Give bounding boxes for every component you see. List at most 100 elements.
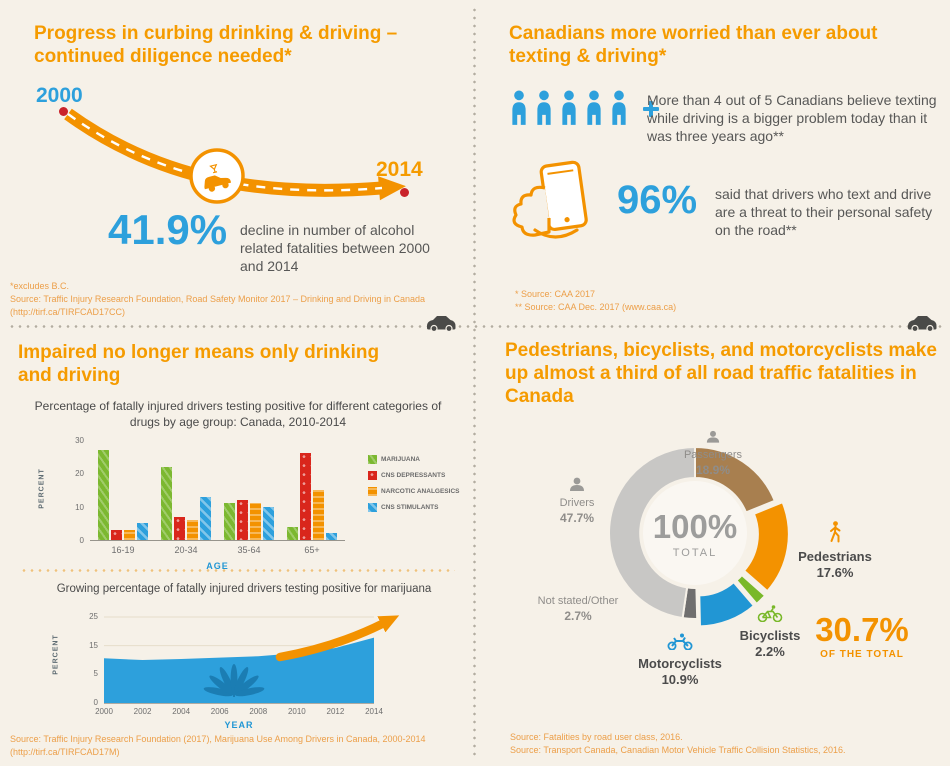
- footnotes-bottom-right: Source: Fatalities by road user class, 2…: [510, 731, 940, 757]
- x-axis-categories: 16-19 20-34 35-64 65+: [90, 545, 345, 555]
- area-plot: [104, 615, 400, 704]
- section-title: Pedestrians, bicyclists, and motorcyclis…: [505, 340, 937, 408]
- pedestrian-icon: [830, 521, 841, 543]
- martini-glass-icon: [209, 163, 218, 174]
- donut-segment-bicyclists: [735, 573, 767, 606]
- y-tick-label: 30: [75, 436, 84, 445]
- x-category-label: 16-19: [111, 545, 135, 555]
- y-tick-label: 0: [79, 536, 84, 545]
- texting-fact: More than 4 out of 5 Canadians believe t…: [647, 92, 937, 144]
- donut-segment-drivers: [608, 445, 696, 620]
- section-title: Impaired no longer means only drinking a…: [18, 342, 380, 387]
- x-axis-label: YEAR: [224, 720, 254, 730]
- label-drivers: Drivers 47.7%: [517, 477, 637, 526]
- marijuana-trend-chart: PERCENT 0 5 15 25 2000 2002 2004 2006 2008 2010 2…: [52, 607, 472, 737]
- bar-cns-depressants: [300, 453, 311, 540]
- bar-cns-depressants: [111, 530, 122, 540]
- leaf-petal: [234, 687, 265, 697]
- bar-marijuana: [287, 526, 298, 540]
- source-url: (http://tirf.ca/TIRFCAD17CC): [10, 307, 126, 318]
- y-axis-ticks: 0 5 15 25: [80, 607, 100, 707]
- bar-group: [161, 441, 211, 540]
- source-url: (http://tirf.ca/TIRFCAD17M): [10, 747, 120, 758]
- x-category-label: 65+: [304, 545, 320, 555]
- bar-narcotic-analgesics: [187, 520, 198, 540]
- vulnerable-total-value: 30.7%: [815, 611, 909, 648]
- start-dot: [59, 107, 68, 116]
- leaf-petal: [209, 675, 234, 695]
- legend-swatch: [368, 487, 377, 496]
- y-axis-label: PERCENT: [38, 468, 46, 509]
- source-line: Source: Traffic Injury Research Foundati…: [10, 734, 426, 744]
- section-texting-driving: Canadians more worried than ever about t…: [475, 0, 950, 325]
- chart-legend: MARIJUANA CNS DEPRESSANTS NARCOTIC ANALGES…: [368, 455, 459, 512]
- drug-bar-chart: PERCENT 0 10 20 30 16-19 20-34 35-64 65+ AGE M…: [38, 435, 468, 585]
- legend-swatch: [368, 471, 377, 480]
- legend-swatch: [368, 503, 377, 512]
- bar-plot-area: [90, 441, 345, 541]
- bar-marijuana: [161, 466, 172, 540]
- hand-phone-illustration: [495, 158, 607, 255]
- decline-stat: 41.9%: [108, 206, 228, 253]
- section-road-user-fatalities: Pedestrians, bicyclists, and motorcyclis…: [475, 325, 950, 766]
- legend-swatch: [368, 455, 377, 464]
- label-not-stated: Not stated/Other 2.7%: [537, 595, 619, 623]
- leaf-petal: [234, 675, 259, 695]
- person-icon: [512, 90, 526, 125]
- section-drinking-driving: Progress in curbing drinking & driving –…: [0, 0, 475, 325]
- bar-cns-depressants: [174, 516, 185, 540]
- area-chart-title: Growing percentage of fatally injured dr…: [56, 583, 432, 595]
- source-line: Source: Traffic Injury Research Foundati…: [10, 294, 426, 305]
- bar-narcotic-analgesics: [313, 490, 324, 540]
- legend-item: NARCOTIC ANALGESICS: [368, 487, 459, 496]
- bar-cns-depressants: [237, 500, 248, 540]
- bar-cns-stimulants: [137, 523, 148, 540]
- people-pictogram-row: [509, 90, 661, 126]
- label-motorcyclists: Motorcyclists 10.9%: [615, 633, 745, 689]
- label-pedestrians: Pedestrians 17.6%: [780, 521, 890, 582]
- thumb-icon: [533, 228, 579, 239]
- person-icon: [562, 90, 576, 125]
- legend-label: CNS STIMULANTS: [381, 504, 439, 511]
- leaf-petal: [219, 667, 235, 695]
- person-icon: [537, 90, 551, 125]
- passenger-icon: [706, 430, 720, 443]
- y-tick-label: 10: [75, 502, 84, 512]
- bar-cns-stimulants: [200, 496, 211, 540]
- source-line: Source: Fatalities by road user class, 2…: [510, 732, 683, 742]
- section-drug-impaired: Impaired no longer means only drinking a…: [0, 325, 475, 766]
- x-axis-label: AGE: [206, 561, 229, 571]
- x-category-label: 35-64: [237, 545, 261, 555]
- leaf-petal: [233, 667, 249, 695]
- donut-segment-motorcyclists: [698, 580, 756, 628]
- dotted-separator: [20, 569, 455, 572]
- donut-segment-passengers: [694, 445, 777, 514]
- x-category-label: 20-34: [174, 545, 198, 555]
- hand-icon: [512, 185, 551, 237]
- crash-emblem-circle: [189, 148, 245, 204]
- bar-group: [287, 441, 337, 540]
- y-tick-label: 20: [75, 469, 84, 479]
- bar-marijuana: [224, 503, 235, 540]
- bar-narcotic-analgesics: [250, 503, 261, 540]
- horizontal-divider: [8, 325, 942, 328]
- x-tick-label: 2012: [326, 707, 345, 716]
- threat-stat: 96%: [617, 178, 698, 222]
- x-tick-label: 2014: [365, 707, 383, 716]
- footnotes-bottom-left: Source: Traffic Injury Research Foundati…: [10, 733, 475, 759]
- donut-segment-pedestrians: [742, 500, 790, 593]
- bar-group: [98, 441, 148, 540]
- bar-chart-title: Percentage of fatally injured drivers te…: [34, 399, 442, 429]
- year-end-label: 2014: [376, 158, 423, 181]
- plus-icon: [643, 101, 659, 117]
- legend-item: MARIJUANA: [368, 455, 459, 464]
- legend-label: CNS DEPRESSANTS: [381, 472, 446, 479]
- motorcycle-icon: [667, 633, 693, 651]
- bar-marijuana: [98, 450, 109, 540]
- person-icon: [587, 90, 601, 125]
- y-tick-label: 5: [93, 669, 98, 679]
- legend-item: CNS DEPRESSANTS: [368, 471, 459, 480]
- threat-caption: said that drivers who text and drive are…: [715, 186, 933, 238]
- x-tick-label: 2008: [249, 707, 268, 716]
